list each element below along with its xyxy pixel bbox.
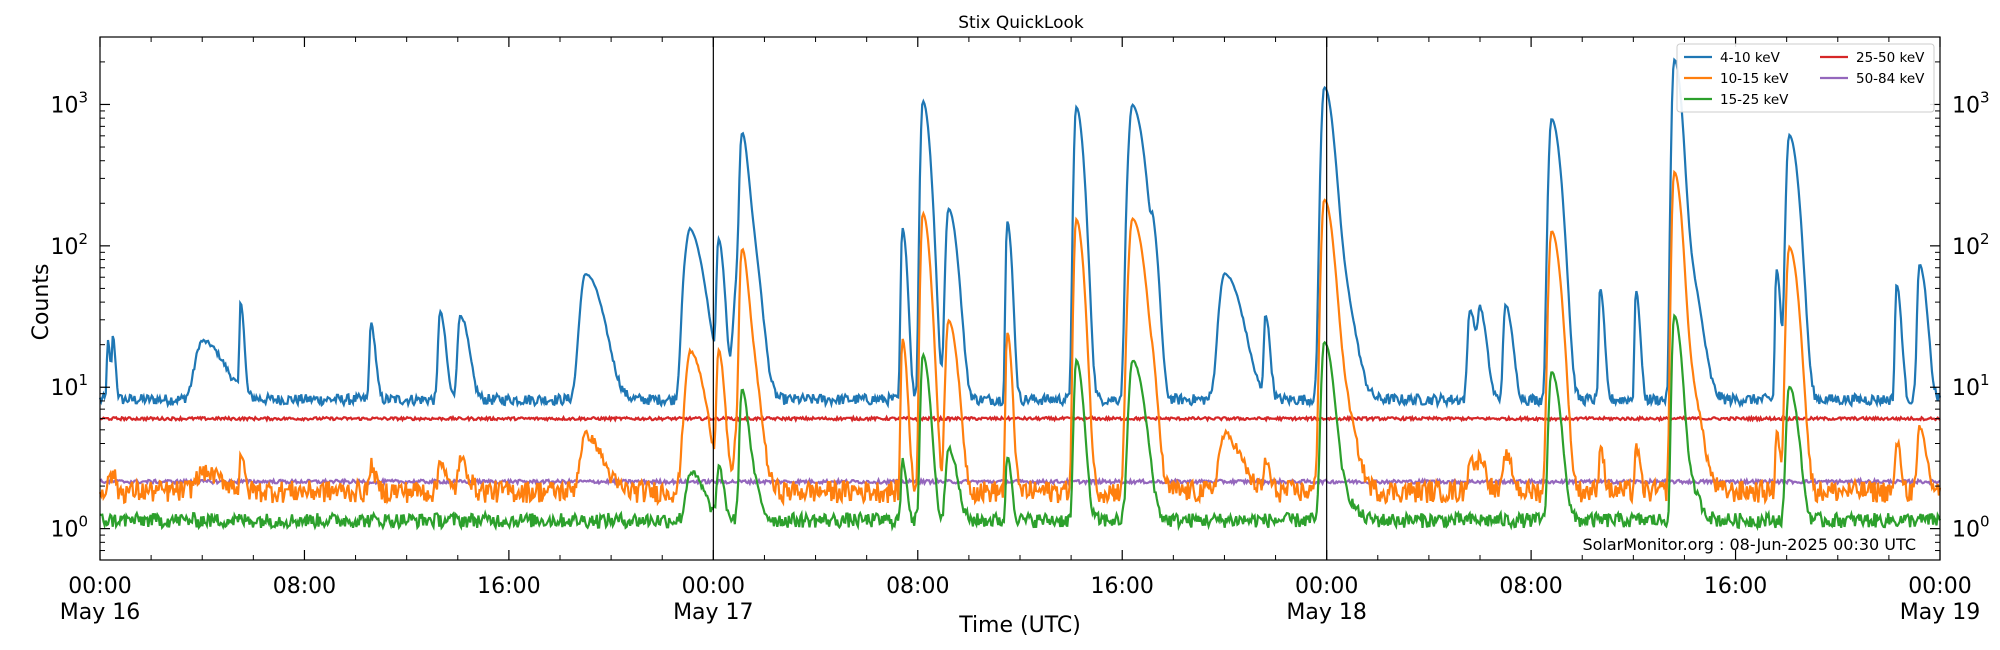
x-tick-time-label: 16:00 [477,574,540,599]
y-tick-label: 102 [50,230,88,260]
x-tick-time-label: 00:00 [68,574,131,599]
x-tick-time-label: 08:00 [273,574,336,599]
legend-box [1676,43,1935,113]
x-tick-date-label: May 16 [60,600,140,625]
legend-label: 15-25 keV [1720,92,1789,108]
y-tick-label: 102 [1952,230,1990,260]
legend: 4-10 keV 10-15 keV 15-25 keV 25-50 keV 50-84… [1676,43,1935,113]
legend-label: 50-84 keV [1856,71,1925,87]
y-tick-label: 100 [50,513,88,543]
series-layer [98,57,1942,532]
x-tick-date-label: May 18 [1286,600,1366,625]
y-axis-label: Counts [29,264,54,341]
legend-label: 4-10 keV [1720,50,1781,66]
x-tick-time-label: 08:00 [1499,574,1562,599]
legend-label: 25-50 keV [1856,50,1925,66]
timestamp-annotation: SolarMonitor.org : 08-Jun-2025 00:30 UTC [1582,535,1916,554]
x-tick-time-label: 16:00 [1704,574,1767,599]
x-tick-time-label: 00:00 [1908,574,1971,599]
x-tick-time-label: 00:00 [682,574,745,599]
series-line-15-25-kev [99,313,1942,532]
y-tick-label: 100 [1952,513,1990,543]
y-tick-label: 101 [50,371,88,401]
y-tick-label: 101 [1952,371,1990,401]
x-tick-date-label: May 19 [1900,600,1980,625]
series-line-4-10-kev [98,57,1942,410]
day-separators [712,37,1328,560]
series-line-10-15-kev [98,169,1942,507]
x-tick-time-label: 08:00 [886,574,949,599]
chart-title: Stix QuickLook [958,13,1084,33]
legend-label: 10-15 keV [1720,71,1789,87]
y-tick-label: 103 [50,88,88,118]
x-tick-date-label: May 17 [673,600,753,625]
x-axis-label: Time (UTC) [958,613,1081,638]
x-tick-time-label: 00:00 [1295,574,1358,599]
y-axis-ticks: 100 100 101 101 102 102 103 103 [50,36,1990,561]
y-tick-label: 103 [1952,88,1990,118]
x-tick-time-label: 16:00 [1091,574,1154,599]
series-line-25-50-kev [99,414,1941,423]
